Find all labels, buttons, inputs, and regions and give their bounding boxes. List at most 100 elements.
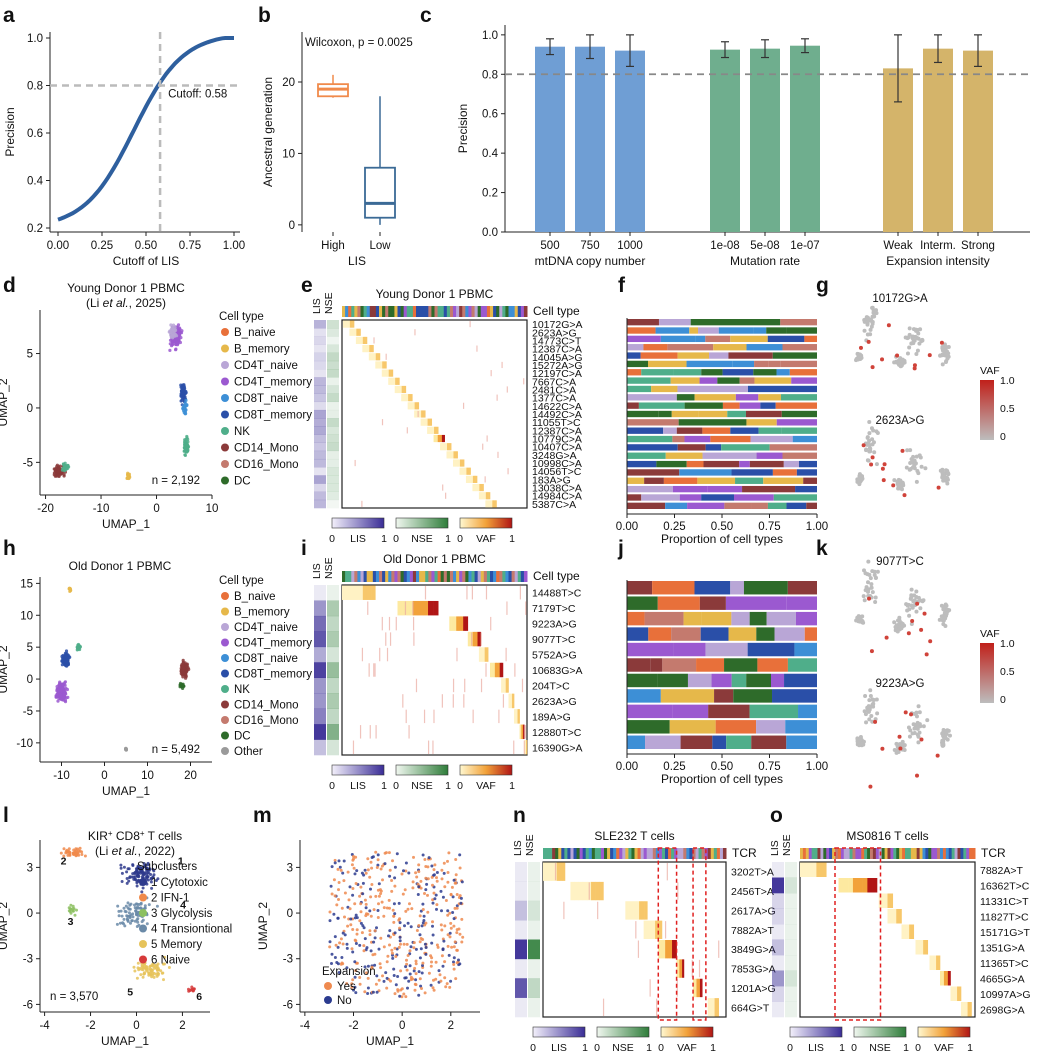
row-label: 14622C>A <box>532 401 582 413</box>
vaf-cell <box>955 986 958 1001</box>
vaf-cell <box>444 443 446 451</box>
panel-letter-a: a <box>3 4 15 27</box>
cell-point <box>920 337 925 342</box>
vaf-scale-bar <box>459 517 513 529</box>
vaf-cell <box>454 451 457 459</box>
cell-point <box>181 685 185 689</box>
vaf-cell <box>502 678 505 693</box>
legend-swatch <box>221 623 229 631</box>
cluster-label: 5 <box>127 986 133 998</box>
cell-point <box>909 593 914 598</box>
cell-point <box>858 737 863 742</box>
vaf-cell <box>396 377 399 385</box>
vaf-cell <box>474 631 477 647</box>
proportion-segment <box>804 335 817 343</box>
celltype-strip <box>394 306 398 317</box>
scale-min: 0 <box>329 780 335 792</box>
cell-point <box>140 890 144 894</box>
celltype-strip <box>388 571 392 582</box>
cell-point <box>119 866 123 870</box>
vaf-speck <box>452 678 455 693</box>
vaf-speck <box>445 492 447 499</box>
vaf-cell <box>423 410 426 418</box>
vaf-cell <box>669 940 673 959</box>
nse-cell <box>327 499 339 509</box>
cell-point <box>61 683 65 687</box>
vaf-cell <box>548 862 552 881</box>
celltype-strip <box>902 848 906 859</box>
celltype-strip <box>351 306 355 317</box>
vaf-cell <box>591 881 596 901</box>
vaf-cell <box>371 585 376 600</box>
cell-point <box>407 871 411 875</box>
vaf-cell <box>522 724 524 740</box>
y-tick-label: -6 <box>283 999 293 1011</box>
vaf-cell <box>511 693 513 709</box>
vaf-speck <box>388 616 391 631</box>
cell-point <box>400 872 404 876</box>
celltype-strip <box>523 306 528 317</box>
vaf-cell <box>348 320 351 328</box>
row-label: 7179T>C <box>532 603 576 615</box>
row-label: 10998C>A <box>532 458 582 470</box>
celltype-strip <box>852 848 856 859</box>
cell-point <box>857 616 862 621</box>
nse-scale-bar <box>395 764 449 776</box>
proportion-segment <box>754 377 792 384</box>
cell-point <box>412 946 416 950</box>
vaf-speck <box>386 647 389 662</box>
nse-cell <box>785 924 797 940</box>
vaf-cell <box>694 978 696 998</box>
cell-point <box>398 994 402 998</box>
scale-min: 0 <box>658 1042 664 1052</box>
proportion-segment <box>786 502 807 509</box>
vaf-cell <box>443 434 445 443</box>
vaf-cell <box>480 492 482 500</box>
celltype-strip <box>945 848 950 859</box>
nse-cell <box>327 491 339 501</box>
celltype-strip <box>425 571 429 582</box>
proportion-segment <box>650 658 663 672</box>
proportion-segment <box>731 469 773 476</box>
bar <box>923 48 953 233</box>
cell-point <box>406 954 410 957</box>
proportion-segment <box>772 469 797 476</box>
cell-point <box>867 419 872 424</box>
cell-point <box>155 963 159 967</box>
vaf-cell <box>490 500 493 508</box>
celltype-strip <box>951 848 956 859</box>
vaf-cell <box>485 500 488 508</box>
cell-point <box>447 953 451 957</box>
panel-letter-c: c <box>420 4 432 27</box>
cell-point <box>855 740 860 745</box>
cell-point <box>60 468 65 472</box>
x-tick-label: 1000 <box>617 240 643 252</box>
row-label: 10779C>A <box>532 434 582 446</box>
vaf-cell <box>401 394 403 402</box>
cell-point <box>430 960 433 964</box>
vaf-cell <box>650 920 654 939</box>
cell-point <box>375 866 379 869</box>
lis-cell <box>314 328 326 337</box>
proportion-segment <box>785 720 817 734</box>
celltype-strip <box>360 306 365 317</box>
celltype-strip <box>811 848 816 859</box>
cell-point <box>147 903 151 907</box>
cell-point <box>389 979 392 983</box>
celltype-strip <box>716 848 721 859</box>
cell-point <box>394 955 398 958</box>
scale-max: 1 <box>646 1042 652 1052</box>
cell-point <box>870 719 875 724</box>
vaf-cell <box>520 724 522 740</box>
vaf-cell <box>909 924 911 939</box>
cell-point <box>363 937 367 941</box>
nse-cell <box>528 881 540 902</box>
vaf-cell <box>941 971 943 986</box>
cell-point <box>372 908 376 912</box>
legend-swatch <box>221 410 229 419</box>
proportion-segment <box>804 627 817 641</box>
cell-point <box>945 481 950 486</box>
scale-max: 1 <box>509 780 515 792</box>
cell-point <box>916 704 921 709</box>
